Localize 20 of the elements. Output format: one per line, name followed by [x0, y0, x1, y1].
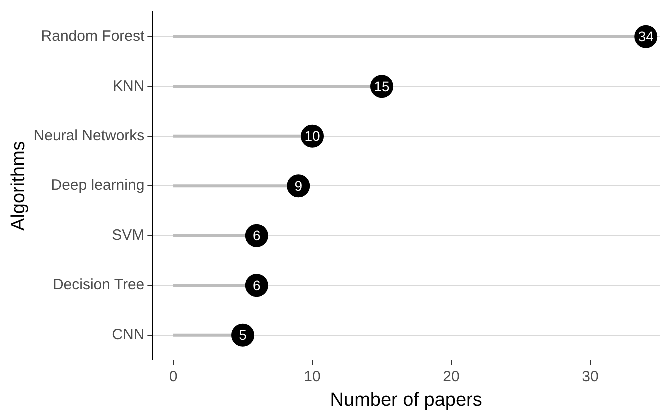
y-tick-label: Decision Tree — [52, 276, 145, 294]
x-tick-label: 0 — [169, 368, 178, 386]
x-tick-label: 10 — [304, 368, 321, 386]
x-tick-label: 20 — [443, 368, 460, 386]
data-label: 9 — [294, 178, 303, 194]
x-axis-title: Number of papers — [330, 390, 482, 411]
y-tick-label: Deep learning — [51, 177, 145, 194]
data-label: 10 — [304, 128, 321, 144]
x-tick-label: 30 — [582, 368, 599, 386]
y-tick-label: CNN — [112, 326, 145, 344]
data-label: 6 — [253, 277, 262, 294]
data-label: 34 — [638, 28, 654, 45]
y-tick-label: Random Forest — [41, 28, 146, 46]
data-label: 15 — [374, 78, 390, 94]
data-label: 5 — [239, 327, 248, 344]
y-tick-label: KNN — [112, 78, 145, 95]
data-label: 6 — [253, 228, 262, 244]
y-tick-label: Neural Networks — [34, 128, 145, 144]
y-tick-label: SVM — [112, 226, 145, 244]
y-axis-title: Algorithms — [8, 141, 30, 231]
